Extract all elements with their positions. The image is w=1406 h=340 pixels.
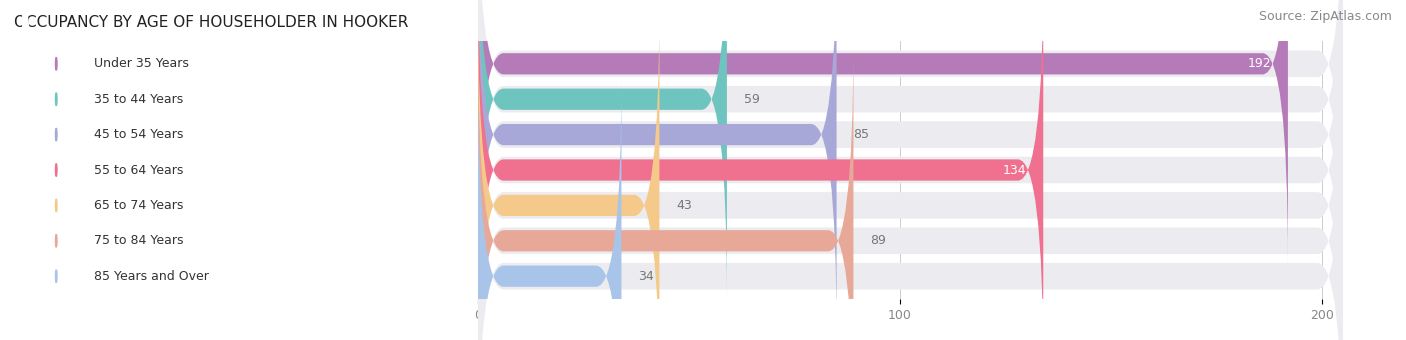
Text: 65 to 74 Years: 65 to 74 Years [94, 199, 184, 212]
Text: 59: 59 [744, 93, 759, 106]
Text: 35 to 44 Years: 35 to 44 Years [94, 93, 183, 106]
Text: OCCUPANCY BY AGE OF HOUSEHOLDER IN HOOKER: OCCUPANCY BY AGE OF HOUSEHOLDER IN HOOKE… [14, 15, 408, 30]
FancyBboxPatch shape [478, 77, 1343, 340]
Text: 43: 43 [676, 199, 692, 212]
FancyBboxPatch shape [22, 77, 465, 340]
FancyBboxPatch shape [478, 0, 727, 301]
FancyBboxPatch shape [22, 42, 465, 340]
FancyBboxPatch shape [478, 0, 837, 336]
FancyBboxPatch shape [478, 0, 1343, 334]
FancyBboxPatch shape [22, 0, 465, 298]
Circle shape [55, 164, 58, 176]
Circle shape [55, 199, 58, 212]
Text: 45 to 54 Years: 45 to 54 Years [94, 128, 184, 141]
Circle shape [55, 57, 58, 70]
FancyBboxPatch shape [478, 4, 659, 340]
Text: 134: 134 [1002, 164, 1026, 176]
Text: 85 Years and Over: 85 Years and Over [94, 270, 209, 283]
FancyBboxPatch shape [478, 0, 1343, 340]
FancyBboxPatch shape [22, 0, 465, 263]
Text: 89: 89 [870, 234, 886, 247]
Circle shape [55, 270, 58, 283]
FancyBboxPatch shape [478, 0, 1343, 298]
FancyBboxPatch shape [478, 0, 1288, 266]
Text: Source: ZipAtlas.com: Source: ZipAtlas.com [1258, 10, 1392, 23]
Text: 75 to 84 Years: 75 to 84 Years [94, 234, 184, 247]
FancyBboxPatch shape [478, 6, 1343, 340]
Circle shape [55, 128, 58, 141]
Text: 55 to 64 Years: 55 to 64 Years [94, 164, 184, 176]
Text: 85: 85 [853, 128, 869, 141]
FancyBboxPatch shape [478, 74, 621, 340]
Text: 34: 34 [638, 270, 654, 283]
FancyBboxPatch shape [478, 0, 1343, 263]
FancyBboxPatch shape [22, 6, 465, 340]
Text: Under 35 Years: Under 35 Years [94, 57, 188, 70]
FancyBboxPatch shape [22, 0, 465, 334]
FancyBboxPatch shape [22, 0, 465, 340]
Text: 192: 192 [1247, 57, 1271, 70]
FancyBboxPatch shape [478, 39, 853, 340]
FancyBboxPatch shape [478, 42, 1343, 340]
Circle shape [55, 93, 58, 106]
FancyBboxPatch shape [478, 0, 1043, 340]
Circle shape [55, 234, 58, 247]
